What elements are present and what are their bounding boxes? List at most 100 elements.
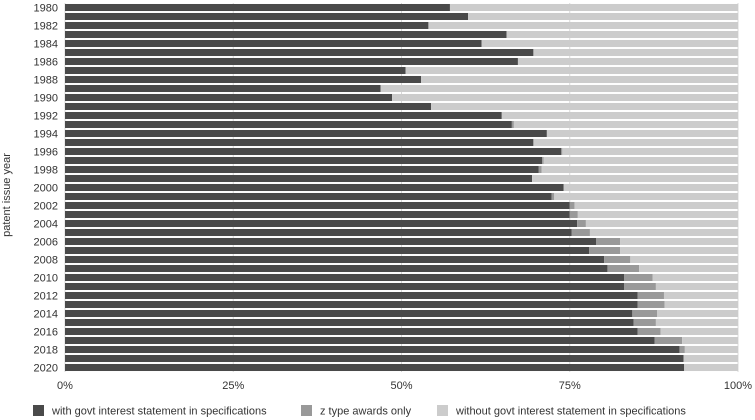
bar-segment-2000-series-3 <box>563 183 738 192</box>
bar-segment-2003-series-1 <box>65 210 570 219</box>
bar-segment-2002-series-1 <box>65 201 570 210</box>
bar-segment-2013-series-3 <box>664 300 738 309</box>
y-tick-label: 2000 <box>34 183 58 195</box>
bar-segment-1990-series-3 <box>392 93 738 102</box>
bars <box>65 3 738 372</box>
y-tick-label: 2010 <box>34 273 58 285</box>
bar-segment-1996-series-2 <box>561 147 563 156</box>
bar-segment-2010-series-1 <box>65 273 625 282</box>
bar-segment-2012-series-3 <box>663 291 738 300</box>
bar-segment-1997-series-2 <box>542 156 544 165</box>
bar-segment-1995-series-3 <box>533 138 738 147</box>
bar-segment-2016-series-2 <box>637 327 661 336</box>
bar-segment-1996-series-3 <box>562 147 738 156</box>
bar-segment-1983-series-3 <box>506 30 738 39</box>
bar-segment-2001-series-2 <box>551 192 555 201</box>
bar-segment-2020-series-3 <box>684 363 738 372</box>
bar-segment-2010-series-3 <box>652 273 738 282</box>
bar-segment-1980-series-1 <box>65 3 450 12</box>
bar-segment-2001-series-3 <box>554 192 738 201</box>
bar-segment-1988-series-1 <box>65 75 422 84</box>
y-tick-label: 2014 <box>34 309 58 321</box>
y-tick-label: 1998 <box>34 165 58 177</box>
bar-segment-1992-series-1 <box>65 111 502 120</box>
bar-segment-1989-series-1 <box>65 84 381 93</box>
bar-segment-2007-series-3 <box>620 246 738 255</box>
y-tick-label: 1992 <box>34 111 58 123</box>
bar-segment-2007-series-1 <box>65 246 590 255</box>
bar-segment-2008-series-1 <box>65 255 605 264</box>
bar-segment-2019-series-3 <box>683 354 738 363</box>
x-tick-label: 75% <box>559 380 581 392</box>
y-tick-label: 2016 <box>34 327 58 339</box>
bar-segment-1992-series-3 <box>501 111 738 120</box>
bar-segment-2017-series-3 <box>682 336 738 345</box>
y-tick-label: 1990 <box>34 93 58 105</box>
y-tick-label: 2020 <box>34 363 58 375</box>
bar-segment-2005-series-2 <box>571 228 590 237</box>
bar-segment-1981-series-1 <box>65 12 469 21</box>
bar-segment-2009-series-3 <box>639 264 738 273</box>
legend-label-series-3: without govt interest statement in speci… <box>455 406 686 418</box>
bar-segment-2012-series-1 <box>65 291 638 300</box>
bar-segment-2018-series-1 <box>65 345 680 354</box>
bar-segment-2009-series-1 <box>65 264 608 273</box>
bar-segment-2013-series-2 <box>637 300 665 309</box>
bar-segment-1984-series-1 <box>65 39 482 48</box>
legend-label-series-1: with govt interest statement in specific… <box>51 406 267 418</box>
bar-segment-2007-series-2 <box>589 246 621 255</box>
bar-segment-2009-series-2 <box>607 264 640 273</box>
bar-segment-1990-series-1 <box>65 93 393 102</box>
bar-segment-1984-series-3 <box>481 39 738 48</box>
bar-segment-2004-series-3 <box>585 219 738 228</box>
bar-segment-2014-series-1 <box>65 309 633 318</box>
bar-segment-1996-series-1 <box>65 147 562 156</box>
bar-segment-1993-series-3 <box>513 120 738 129</box>
bar-segment-1985-series-1 <box>65 48 534 57</box>
bar-segment-2006-series-2 <box>595 237 621 246</box>
bar-segment-2005-series-1 <box>65 228 572 237</box>
bar-segment-1988-series-3 <box>421 75 738 84</box>
bar-segment-2001-series-1 <box>65 192 552 201</box>
bar-segment-1986-series-3 <box>517 57 738 66</box>
y-tick-label: 1984 <box>34 39 58 51</box>
bar-segment-2015-series-3 <box>655 318 738 327</box>
bar-segment-2015-series-1 <box>65 318 634 327</box>
y-tick-label: 1986 <box>34 57 58 69</box>
x-tick-labels: 0% 25% 50% 75% 100% <box>57 380 752 392</box>
y-tick-label: 2004 <box>34 219 58 231</box>
x-tick-label: 50% <box>390 380 412 392</box>
bar-segment-1985-series-3 <box>533 48 738 57</box>
bar-segment-2019-series-1 <box>65 354 684 363</box>
bar-segment-1998-series-3 <box>541 165 738 174</box>
bar-segment-1983-series-1 <box>65 30 507 39</box>
bar-segment-1998-series-1 <box>65 165 539 174</box>
bar-segment-2015-series-2 <box>633 318 656 327</box>
bar-segment-2000-series-1 <box>65 183 564 192</box>
bar-segment-1987-series-3 <box>405 66 738 75</box>
bar-segment-2008-series-2 <box>604 255 631 264</box>
y-tick-label: 1994 <box>34 129 58 141</box>
bar-segment-1997-series-3 <box>543 156 738 165</box>
bar-segment-1995-series-1 <box>65 138 534 147</box>
bar-segment-2016-series-1 <box>65 327 638 336</box>
bar-segment-2005-series-3 <box>589 228 738 237</box>
bar-segment-2008-series-3 <box>630 255 738 264</box>
bar-segment-1986-series-1 <box>65 57 518 66</box>
x-tick-label: 25% <box>222 380 244 392</box>
y-tick-labels: 1980 1982 1984 1986 1988 1990 1992 1994 1996 1998… <box>34 3 58 375</box>
legend-swatch-series-1 <box>33 405 44 416</box>
bar-segment-1993-series-2 <box>511 120 514 129</box>
bar-segment-2017-series-1 <box>65 336 655 345</box>
bar-segment-1999-series-3 <box>532 174 738 183</box>
bar-segment-1993-series-1 <box>65 120 512 129</box>
y-tick-label: 2018 <box>34 345 58 357</box>
bar-segment-1981-series-3 <box>468 12 738 21</box>
bar-segment-1991-series-3 <box>431 102 738 111</box>
y-tick-label: 1996 <box>34 147 58 159</box>
bar-segment-1989-series-3 <box>380 84 738 93</box>
bar-segment-2006-series-1 <box>65 237 596 246</box>
bar-segment-2002-series-3 <box>574 201 738 210</box>
bar-segment-2011-series-3 <box>655 282 738 291</box>
